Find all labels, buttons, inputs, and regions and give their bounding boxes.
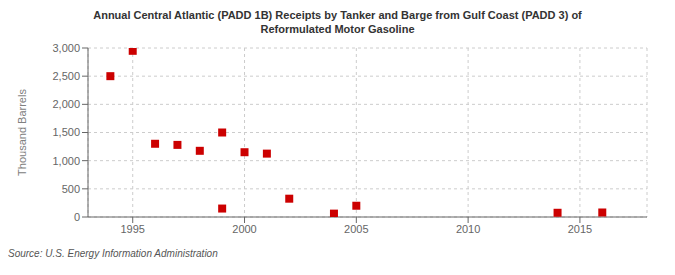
svg-text:2,000: 2,000	[52, 98, 80, 110]
svg-text:3,000: 3,000	[52, 42, 80, 54]
html-text:Annual Central Atlantic (PADD: Annual Central Atlantic (PADD 1B) Receip…	[93, 9, 582, 21]
svg-text:1,000: 1,000	[52, 155, 80, 167]
svg-text:2005: 2005	[344, 223, 368, 235]
html-text:Source: U.S. Energy Informatio: Source: U.S. Energy Information Administ…	[8, 248, 218, 259]
svg-text:2,500: 2,500	[52, 70, 80, 82]
svg-text:2000: 2000	[232, 223, 256, 235]
html-text:Reformulated Motor Gasoline: Reformulated Motor Gasoline	[260, 23, 415, 35]
svg-text:1,500: 1,500	[52, 126, 80, 138]
svg-text:500: 500	[62, 183, 80, 195]
svg-text:2010: 2010	[456, 223, 480, 235]
svg-text:2015: 2015	[568, 223, 592, 235]
svg-text:1995: 1995	[120, 223, 144, 235]
svg-text:0: 0	[74, 211, 80, 223]
svg-text:Thousand Barrels: Thousand Barrels	[16, 89, 28, 176]
